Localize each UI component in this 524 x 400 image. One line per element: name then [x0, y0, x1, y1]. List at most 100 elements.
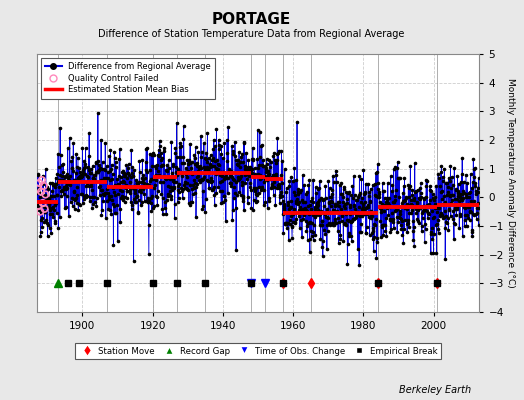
Point	[137, 178, 146, 185]
Point	[383, 204, 391, 211]
Point	[137, 184, 145, 191]
Point	[355, 192, 363, 198]
Point	[105, 177, 114, 183]
Point	[460, 178, 468, 185]
Point	[211, 171, 220, 177]
Point	[226, 170, 235, 177]
Point	[304, 220, 312, 226]
Point	[50, 207, 59, 213]
Point	[220, 193, 228, 199]
Point	[127, 147, 136, 153]
Point	[128, 206, 136, 212]
Point	[345, 233, 353, 239]
Point	[413, 186, 422, 193]
Point	[424, 210, 432, 216]
Point	[288, 224, 296, 230]
Point	[379, 188, 388, 194]
Point	[459, 194, 467, 201]
Point	[166, 192, 174, 199]
Point	[36, 232, 45, 239]
Point	[140, 180, 148, 186]
Point	[71, 177, 79, 184]
Point	[34, 202, 42, 209]
Point	[375, 189, 383, 195]
Point	[266, 175, 275, 181]
Point	[287, 198, 295, 204]
Point	[201, 155, 209, 162]
Point	[370, 181, 379, 187]
Point	[432, 222, 440, 228]
Point	[254, 171, 263, 177]
Point	[79, 200, 87, 206]
Point	[181, 184, 190, 191]
Point	[285, 182, 293, 189]
Point	[275, 148, 283, 154]
Point	[412, 200, 421, 206]
Point	[79, 196, 88, 202]
Point	[130, 183, 138, 189]
Point	[311, 204, 319, 210]
Point	[132, 194, 140, 200]
Point	[441, 255, 450, 262]
Point	[169, 178, 177, 184]
Point	[357, 229, 365, 235]
Point	[206, 151, 215, 158]
Point	[392, 207, 400, 213]
Point	[352, 211, 360, 218]
Point	[316, 235, 325, 242]
Point	[397, 226, 406, 232]
Point	[131, 199, 139, 205]
Point	[359, 211, 368, 217]
Point	[112, 158, 120, 165]
Point	[126, 182, 135, 189]
Point	[309, 229, 318, 235]
Point	[443, 188, 452, 195]
Point	[426, 187, 434, 194]
Point	[40, 206, 49, 212]
Point	[134, 197, 143, 203]
Point	[403, 229, 411, 236]
Point	[440, 213, 448, 220]
Point	[447, 196, 456, 203]
Point	[241, 166, 249, 172]
Point	[429, 250, 438, 257]
Point	[310, 206, 319, 212]
Point	[442, 220, 451, 226]
Point	[347, 192, 355, 198]
Point	[47, 230, 55, 236]
Point	[308, 220, 316, 226]
Point	[366, 215, 375, 222]
Point	[151, 176, 160, 183]
Point	[362, 204, 370, 211]
Point	[302, 228, 311, 234]
Point	[285, 206, 293, 213]
Point	[360, 191, 368, 198]
Point	[124, 170, 132, 176]
Point	[303, 237, 312, 243]
Point	[38, 193, 46, 199]
Point	[464, 204, 472, 210]
Point	[395, 194, 403, 200]
Point	[213, 157, 222, 163]
Point	[57, 193, 66, 199]
Point	[357, 221, 365, 227]
Point	[103, 198, 111, 204]
Point	[412, 188, 420, 194]
Point	[190, 180, 199, 186]
Point	[380, 208, 388, 214]
Point	[212, 190, 221, 196]
Point	[199, 176, 208, 182]
Point	[266, 176, 274, 183]
Point	[34, 203, 42, 209]
Point	[457, 196, 465, 202]
Point	[114, 183, 122, 189]
Point	[411, 203, 420, 209]
Point	[37, 229, 45, 236]
Point	[54, 177, 63, 183]
Point	[121, 194, 129, 200]
Point	[244, 194, 252, 200]
Point	[126, 174, 135, 180]
Point	[269, 184, 277, 190]
Point	[183, 186, 191, 192]
Point	[233, 157, 242, 164]
